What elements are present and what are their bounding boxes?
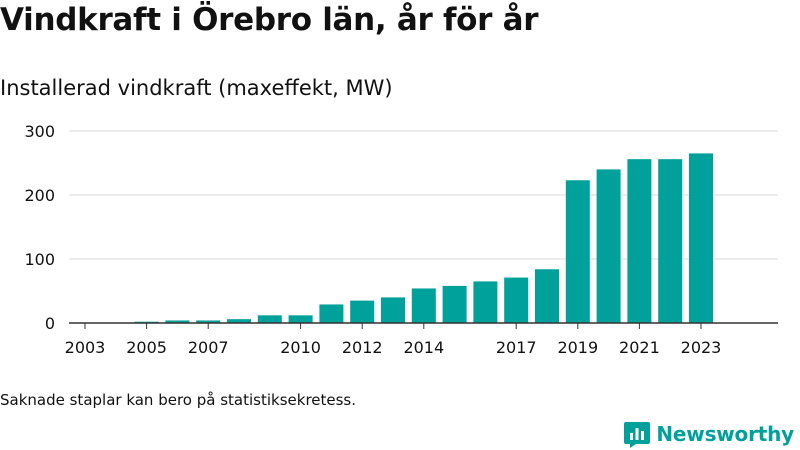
bar-2018	[535, 269, 559, 323]
x-tick-label: 2014	[403, 338, 444, 357]
bar-2011	[319, 304, 344, 323]
chart-title: Vindkraft i Örebro län, år för år	[0, 2, 539, 38]
brand-name: Newsworthy	[656, 422, 794, 446]
x-tick-label: 2005	[126, 338, 167, 357]
y-axis-ticks: 0 100 200 300	[24, 122, 55, 333]
x-tick-label: 2007	[188, 338, 229, 357]
bar-chart-logo-icon	[624, 422, 651, 448]
y-tick-label: 100	[24, 250, 55, 269]
x-tick-label: 2017	[496, 338, 537, 357]
bar-2010	[288, 315, 313, 323]
x-tick-label: 2010	[280, 338, 321, 357]
x-axis: 2003 2005 2007 2010 2012 2014 2017 2019 2021 2023	[65, 322, 778, 357]
bar-2006	[165, 320, 190, 323]
x-tick-label: 2019	[557, 338, 598, 357]
bar-2012	[350, 300, 375, 323]
chart-subtitle: Installerad vindkraft (maxeffekt, MW)	[0, 76, 393, 100]
bar-2022	[658, 159, 683, 323]
bar-2009	[257, 315, 282, 323]
bar-2015	[442, 285, 467, 323]
bars	[73, 153, 713, 323]
bar-2017	[504, 277, 529, 323]
x-tick-label: 2021	[619, 338, 660, 357]
y-tick-label: 0	[45, 314, 55, 333]
bar-2020	[596, 169, 621, 323]
bar-2016	[473, 281, 498, 323]
x-tick-label: 2003	[65, 338, 106, 357]
footnote: Saknade staplar kan bero på statistiksek…	[0, 391, 357, 409]
bar-2023	[689, 153, 713, 323]
bar-2007	[196, 320, 221, 323]
x-tick-label: 2023	[681, 338, 722, 357]
bar-2013	[381, 297, 405, 323]
bar-2021	[627, 159, 652, 323]
bar-2008	[227, 319, 251, 323]
bar-2019	[565, 180, 590, 323]
bar-2014	[411, 288, 436, 323]
y-tick-label: 200	[24, 186, 55, 205]
x-tick-label: 2012	[342, 338, 383, 357]
y-tick-label: 300	[24, 122, 55, 141]
brand-logo: Newsworthy	[624, 420, 794, 448]
